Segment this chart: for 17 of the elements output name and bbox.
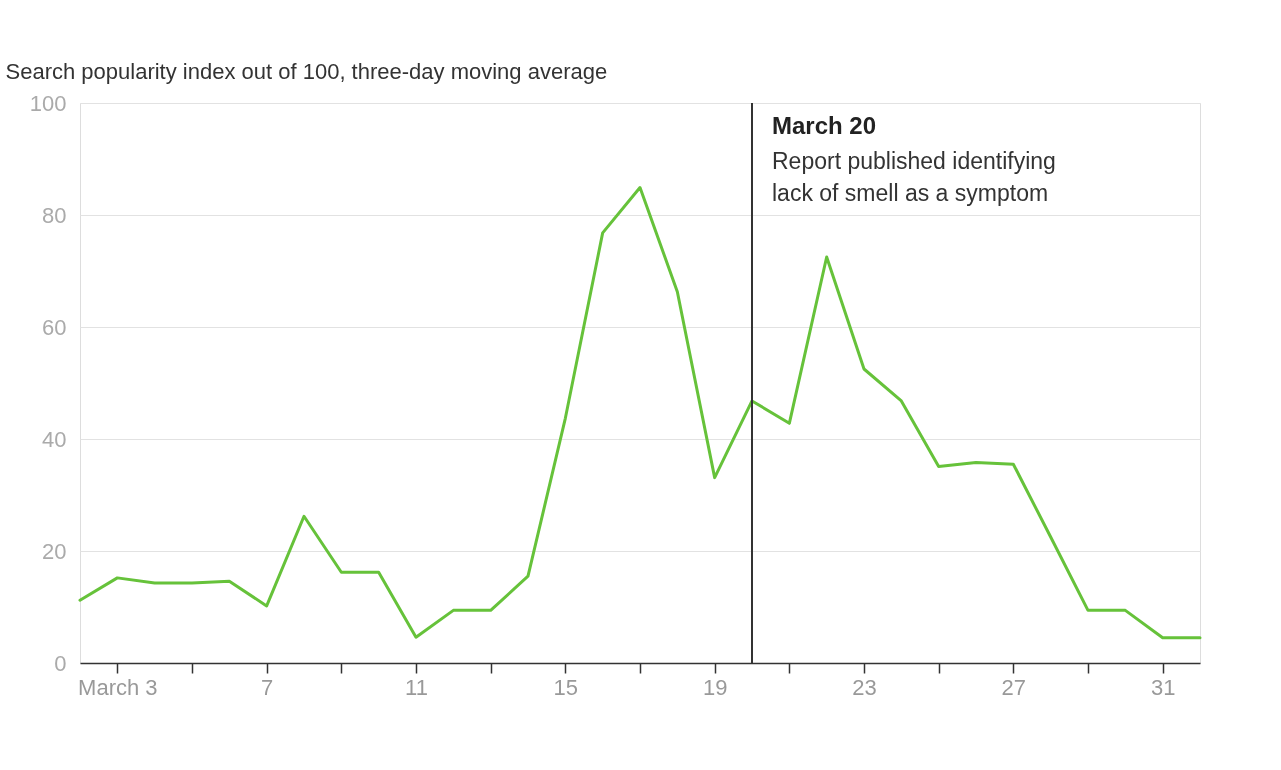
- y-tick-label: 60: [42, 314, 67, 340]
- x-tick-label: 31: [1150, 674, 1176, 700]
- y-tick-label: 100: [29, 90, 67, 116]
- x-tick-label: March 3: [78, 674, 158, 700]
- ref-line-label: March 20: [772, 112, 877, 139]
- y-tick-label: 80: [42, 202, 67, 228]
- x-tick-label: 7: [261, 674, 274, 700]
- x-tick-label: 11: [405, 674, 428, 700]
- y-tick-label: 20: [42, 538, 67, 564]
- x-tick-label: 27: [1001, 674, 1027, 700]
- y-tick-label: 0: [54, 650, 67, 676]
- x-tick-label: 19: [702, 674, 728, 700]
- x-tick-label: 15: [553, 674, 579, 700]
- y-tick-label: 40: [42, 426, 67, 452]
- x-tick-label: 23: [852, 674, 877, 700]
- y-axis-title: Search popularity index out of 100, three-day moving average: [5, 58, 608, 84]
- annotation: Report published identifying lack of smell as a symptom: [772, 148, 1056, 206]
